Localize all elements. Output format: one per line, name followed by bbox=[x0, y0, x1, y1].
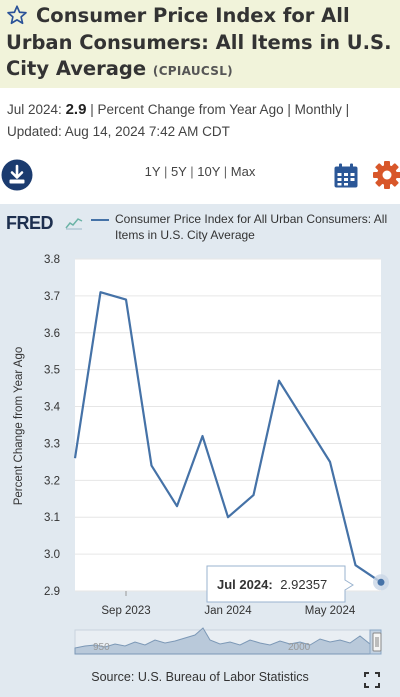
y-tick-label: 3.1 bbox=[44, 512, 60, 524]
range-1y[interactable]: 1Y bbox=[144, 164, 161, 179]
x-tick-label: Jan 2024 bbox=[204, 605, 252, 617]
x-tick-label: May 2024 bbox=[305, 605, 356, 617]
y-tick-label: 3.7 bbox=[44, 291, 60, 303]
tooltip: Jul 2024: 2.92357 bbox=[206, 565, 354, 603]
title-bar bbox=[0, 0, 400, 88]
star-icon[interactable] bbox=[6, 4, 28, 26]
svg-text:Jul 2024: 2.92357: Jul 2024: 2.92357 bbox=[217, 577, 327, 592]
tooltip-value: 2.92357 bbox=[280, 577, 327, 592]
y-tick-label: 3.8 bbox=[44, 254, 60, 266]
date-range-selector: 1Y | 5Y | 10Y | Max bbox=[144, 164, 256, 179]
y-tick-label: 3.2 bbox=[44, 475, 60, 487]
fullscreen-icon[interactable] bbox=[364, 672, 380, 688]
series-title: Consumer Price Index for All Urban Consu… bbox=[6, 4, 392, 80]
y-tick-label: 3.5 bbox=[44, 365, 60, 377]
meta-value: 2.9 bbox=[65, 101, 87, 118]
legend-label: Consumer Price Index for All Urban Consu… bbox=[115, 212, 388, 242]
source-note: Source: U.S. Bureau of Labor Statistics bbox=[91, 670, 309, 684]
fred-logo: FRED bbox=[6, 213, 83, 233]
series-meta: Jul 2024: 2.9 | Percent Change from Year… bbox=[7, 101, 350, 139]
navigator-label-2: 2000 bbox=[288, 642, 311, 653]
meta-units: Percent Change from Year Ago bbox=[97, 102, 284, 117]
x-tick-label: Sep 2023 bbox=[101, 605, 150, 617]
data-points bbox=[373, 574, 389, 591]
plot-area bbox=[75, 259, 381, 591]
svg-text:FRED: FRED bbox=[6, 213, 54, 233]
range-max[interactable]: Max bbox=[230, 164, 256, 179]
meta-frequency: Monthly bbox=[294, 102, 342, 117]
meta-updated: Updated: Aug 14, 2024 7:42 AM CDT bbox=[7, 124, 230, 139]
series-line bbox=[73, 291, 382, 584]
page-title: Consumer Price Index for All Urban Consu… bbox=[6, 3, 398, 85]
range-5y[interactable]: 5Y bbox=[170, 164, 187, 179]
y-tick-label: 2.9 bbox=[44, 586, 60, 598]
meta-period: Jul 2024: bbox=[7, 102, 62, 117]
series-code: (CPIAUCSL) bbox=[152, 64, 233, 78]
y-axis-ticks: 3.8 3.7 3.6 3.5 3.4 3.3 3.2 3.1 3.0 2.9 bbox=[44, 254, 61, 598]
navigator-handle[interactable] bbox=[372, 632, 382, 652]
range-navigator[interactable]: 950 2000 bbox=[74, 627, 382, 655]
download-icon[interactable] bbox=[1, 159, 33, 191]
legend-swatch bbox=[91, 219, 109, 221]
navigator-label-1: 950 bbox=[93, 642, 110, 653]
range-10y[interactable]: 10Y bbox=[197, 164, 221, 179]
navigator-series bbox=[74, 627, 382, 655]
gear-icon[interactable] bbox=[373, 160, 400, 190]
y-tick-label: 3.3 bbox=[44, 438, 60, 450]
y-axis-label: Percent Change from Year Ago bbox=[13, 347, 25, 506]
y-tick-label: 3.6 bbox=[44, 328, 60, 340]
tooltip-label: Jul 2024: bbox=[217, 577, 273, 592]
calendar-icon[interactable] bbox=[333, 163, 359, 189]
y-tick-label: 3.4 bbox=[44, 402, 61, 414]
y-tick-label: 3.0 bbox=[44, 549, 60, 561]
data-point[interactable] bbox=[377, 578, 385, 586]
